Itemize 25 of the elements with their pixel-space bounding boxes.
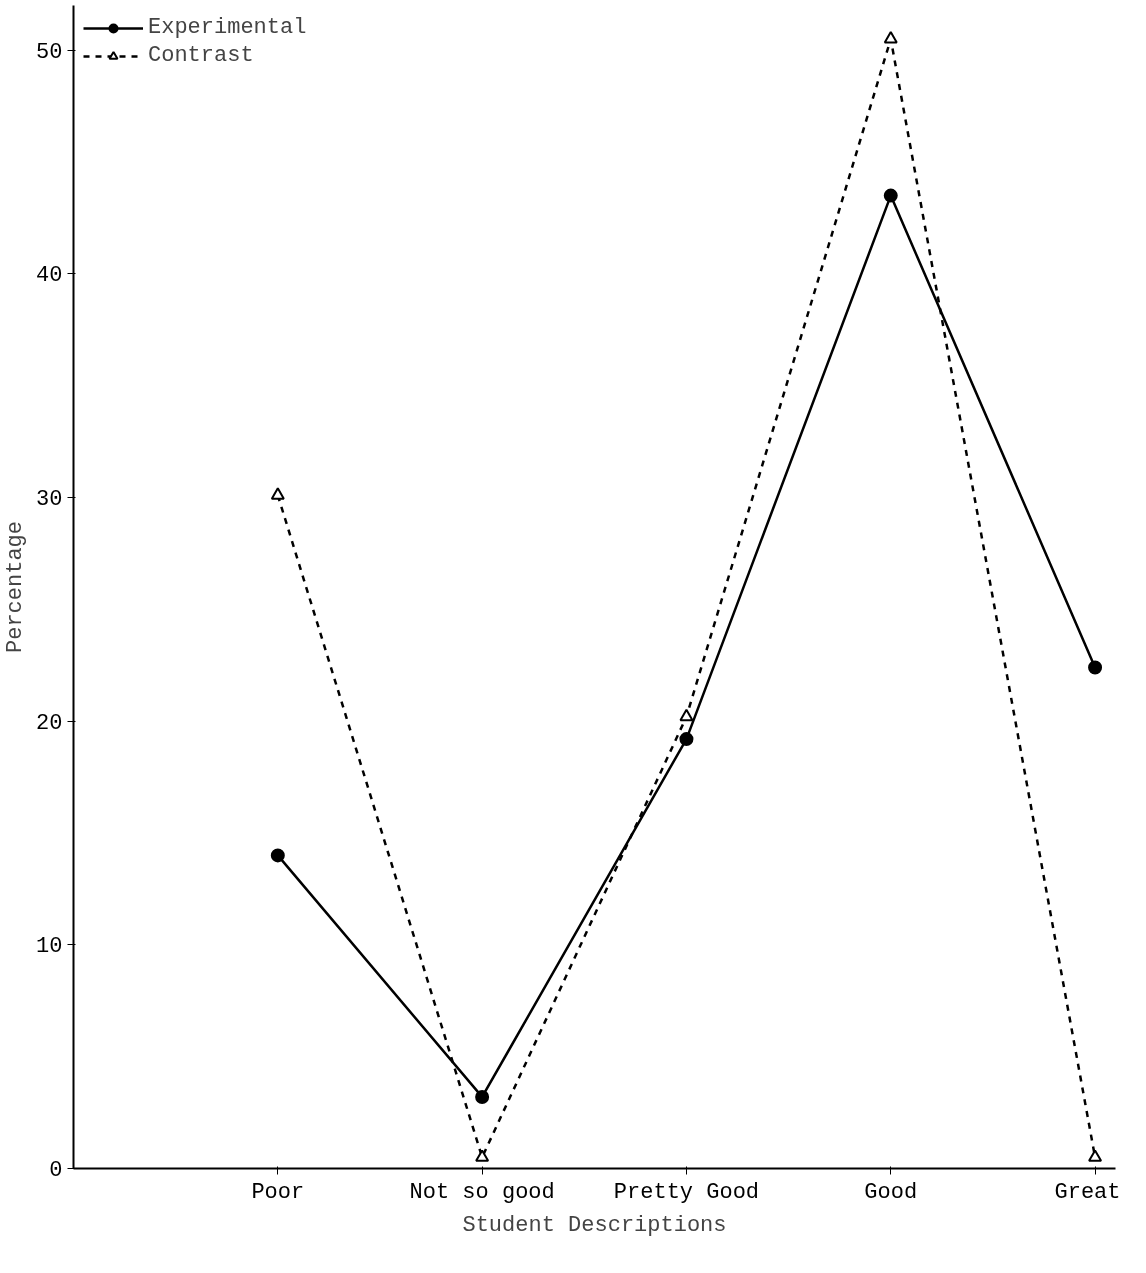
point [475, 1149, 490, 1162]
point [883, 31, 898, 44]
y-tick-label: 30 [36, 487, 63, 513]
point [679, 732, 694, 747]
point [475, 1089, 490, 1104]
point [883, 188, 898, 203]
x-axis-title: Student Descriptions [462, 1212, 727, 1238]
x-tick-label: Good [864, 1179, 918, 1205]
y-tick-label: 0 [49, 1158, 63, 1183]
y-tick-label: 10 [36, 934, 63, 960]
point [270, 848, 285, 863]
point [1088, 1149, 1103, 1162]
x-tick-label: Not so good [409, 1179, 555, 1205]
x-tick-label: Great [1054, 1179, 1121, 1205]
point [679, 708, 694, 722]
y-tick-label: 50 [36, 39, 63, 65]
legend-label: Contrast [148, 43, 254, 68]
y-tick-label: 40 [36, 263, 63, 289]
y-axis-title: Percentage [3, 520, 29, 654]
legend-label: Experimental [148, 15, 307, 40]
x-tick-label: Poor [251, 1179, 305, 1205]
point [270, 487, 285, 500]
x-tick-label: Pretty Good [613, 1179, 760, 1205]
y-tick-label: 20 [36, 710, 63, 736]
point [1088, 660, 1103, 675]
